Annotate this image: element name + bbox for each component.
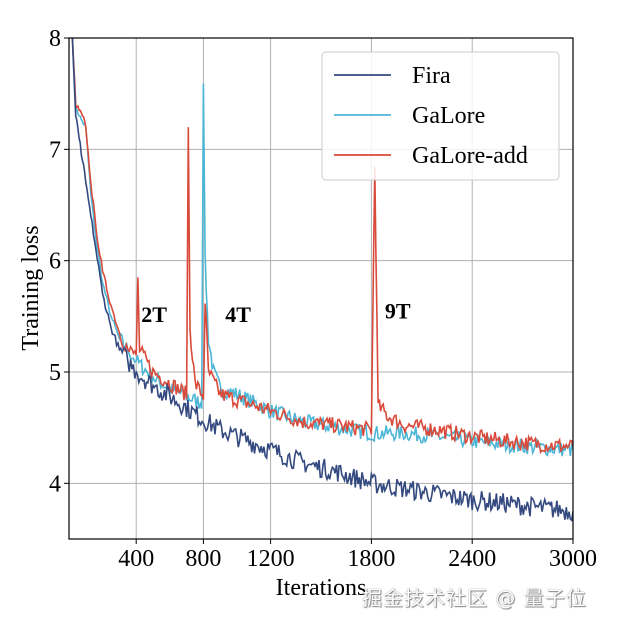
y-axis-ticks: 4 5 6 7 8 xyxy=(49,26,69,497)
watermark: 掘金技术社区 @ 量子位 xyxy=(362,586,587,610)
y-tick-label: 8 xyxy=(49,26,61,52)
legend-box xyxy=(321,51,560,181)
y-axis-label: Training loss xyxy=(18,225,44,350)
y-tick-label: 7 xyxy=(49,137,61,163)
x-axis-label: Iterations xyxy=(276,575,367,601)
series-line-galore xyxy=(71,38,573,457)
x-tick-label: 1200 xyxy=(247,546,295,572)
x-tick-label: 2400 xyxy=(448,546,496,572)
x-tick-label: 3000 xyxy=(549,546,597,572)
x-tick-label: 800 xyxy=(185,546,221,572)
series-lines xyxy=(71,38,573,522)
legend: Fira GaLore GaLore-add xyxy=(321,51,560,181)
y-tick-label: 6 xyxy=(49,249,61,275)
x-tick-label: 400 xyxy=(118,546,154,572)
annotations: 2T 4T 9T xyxy=(141,299,411,327)
y-tick-label: 4 xyxy=(49,471,61,497)
y-tick-label: 5 xyxy=(49,360,61,386)
annotation-4t: 4T xyxy=(225,302,251,327)
x-axis-ticks: 400 800 1200 1800 2400 3000 xyxy=(118,539,597,572)
series-line-fira xyxy=(71,38,573,522)
legend-label: GaLore-add xyxy=(412,143,528,169)
annotation-2t: 2T xyxy=(141,302,167,327)
legend-label: GaLore xyxy=(412,103,485,129)
legend-label: Fira xyxy=(412,63,451,89)
x-tick-label: 1800 xyxy=(347,546,395,572)
plot-frame xyxy=(68,37,574,540)
annotation-9t: 9T xyxy=(385,299,411,324)
series-line-galore-add xyxy=(71,38,573,455)
